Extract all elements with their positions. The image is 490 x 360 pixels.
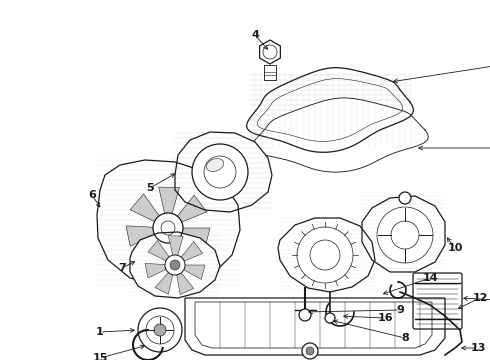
Circle shape [146, 316, 174, 344]
Polygon shape [252, 98, 428, 172]
Polygon shape [181, 228, 210, 248]
Circle shape [153, 213, 183, 243]
Text: 5: 5 [146, 183, 154, 193]
Circle shape [297, 227, 353, 283]
Polygon shape [177, 195, 207, 222]
Polygon shape [362, 196, 445, 272]
Circle shape [325, 313, 335, 323]
Polygon shape [130, 194, 159, 221]
Text: 12: 12 [472, 293, 488, 303]
Circle shape [310, 240, 340, 270]
Polygon shape [278, 218, 375, 292]
Polygon shape [155, 273, 173, 294]
Polygon shape [175, 132, 272, 212]
Polygon shape [185, 298, 445, 355]
Polygon shape [260, 40, 280, 64]
Circle shape [306, 347, 314, 355]
Circle shape [165, 255, 185, 275]
Circle shape [154, 324, 166, 336]
Circle shape [192, 144, 248, 200]
Polygon shape [148, 240, 169, 261]
Polygon shape [171, 240, 194, 269]
Circle shape [391, 221, 419, 249]
Text: 10: 10 [447, 243, 463, 253]
Polygon shape [169, 236, 183, 255]
Circle shape [204, 156, 236, 188]
FancyBboxPatch shape [413, 273, 462, 329]
Text: 1: 1 [96, 327, 104, 337]
Polygon shape [159, 187, 179, 213]
Circle shape [399, 192, 411, 204]
Circle shape [299, 309, 311, 321]
Circle shape [161, 221, 175, 235]
Text: 9: 9 [396, 305, 404, 315]
Text: 8: 8 [401, 333, 409, 343]
Polygon shape [184, 265, 205, 279]
Text: 7: 7 [118, 263, 126, 273]
Polygon shape [126, 226, 154, 246]
Circle shape [138, 308, 182, 352]
Text: 16: 16 [377, 313, 393, 323]
Text: 15: 15 [92, 353, 108, 360]
Circle shape [170, 260, 180, 270]
Text: 6: 6 [88, 190, 96, 200]
Polygon shape [130, 232, 220, 298]
Polygon shape [177, 273, 194, 294]
Polygon shape [264, 65, 276, 80]
Circle shape [263, 45, 277, 59]
Polygon shape [140, 239, 165, 269]
Polygon shape [145, 264, 166, 278]
Polygon shape [181, 242, 203, 261]
Circle shape [377, 207, 433, 263]
Text: 4: 4 [251, 30, 259, 40]
Polygon shape [246, 68, 414, 152]
Ellipse shape [206, 158, 224, 171]
Circle shape [302, 343, 318, 359]
Polygon shape [97, 160, 240, 285]
Text: 14: 14 [422, 273, 438, 283]
Text: 13: 13 [470, 343, 486, 353]
